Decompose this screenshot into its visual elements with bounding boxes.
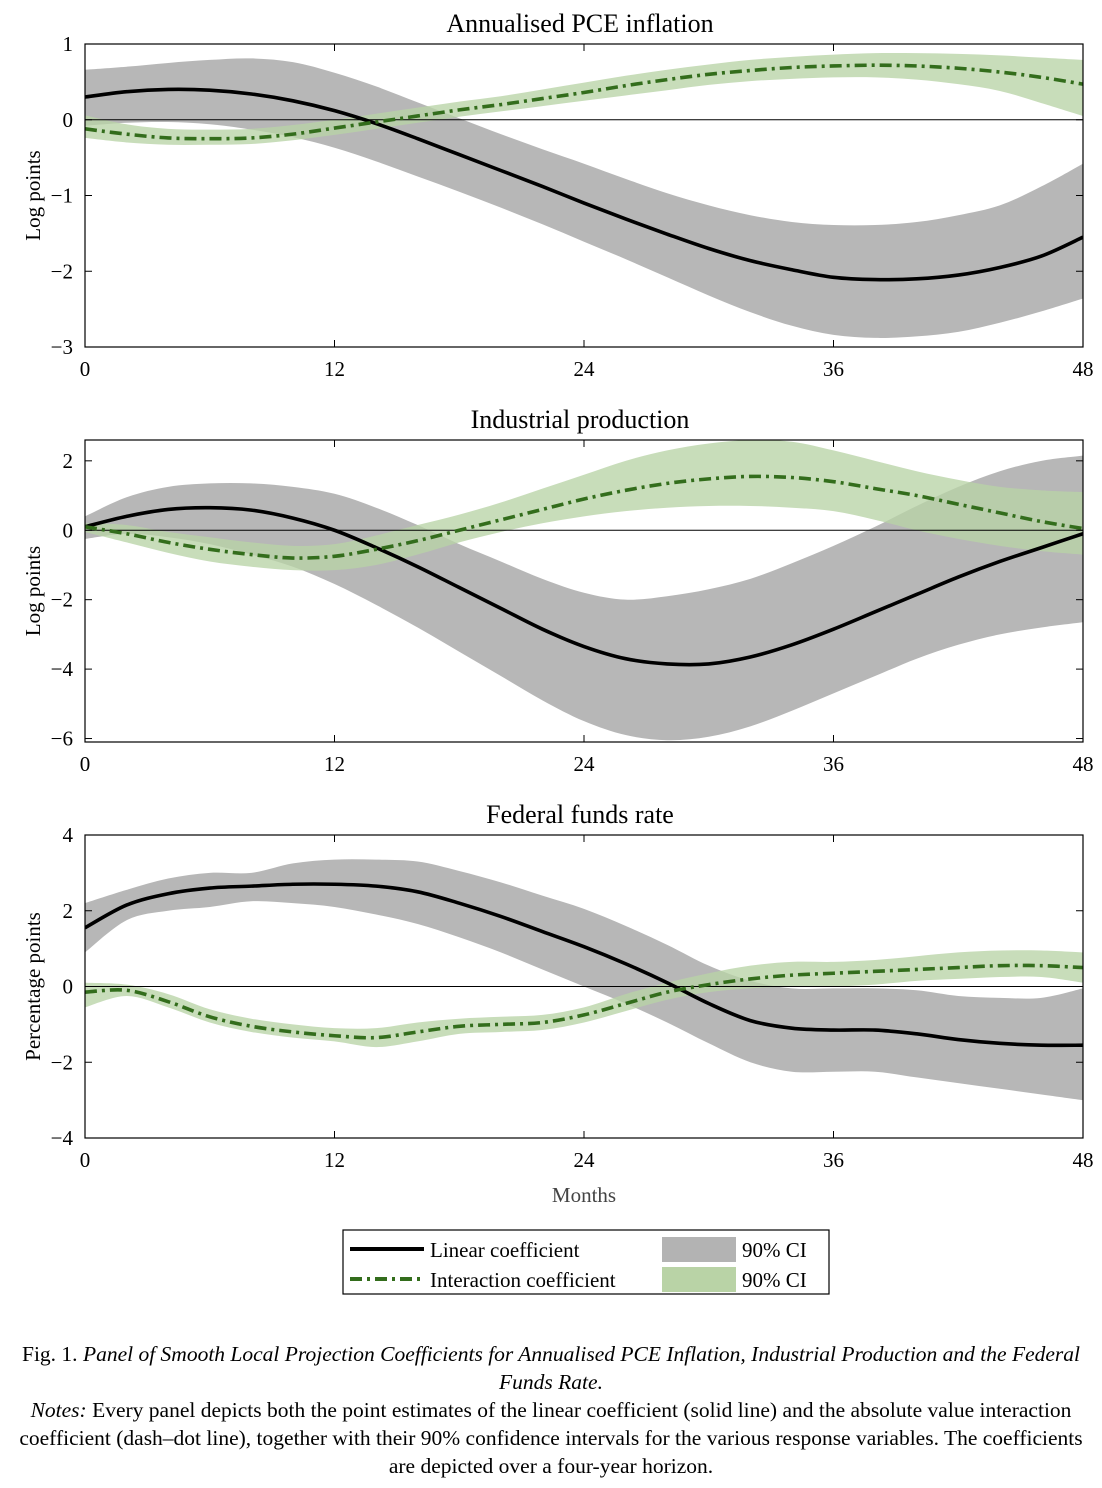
- linear-coefficient-line: [85, 882, 1083, 1048]
- legend-linear-ci-swatch: [662, 1237, 736, 1262]
- y-tick-label: 2: [63, 899, 74, 923]
- y-tick-label: 0: [63, 108, 74, 132]
- x-tick-label: 12: [324, 1148, 345, 1172]
- y-tick-label: −1: [51, 184, 73, 208]
- interaction-ci-band: [85, 440, 1083, 571]
- caption-notes-label: Notes:: [30, 1398, 87, 1422]
- y-axis-label: Log points: [21, 150, 45, 240]
- caption-title: Panel of Smooth Local Projection Coeffic…: [82, 1342, 1080, 1394]
- linear-ci-band: [85, 455, 1083, 741]
- legend-interaction-ci-label: 90% CI: [742, 1268, 807, 1292]
- x-tick-label: 36: [823, 752, 844, 776]
- legend-interaction-label: Interaction coefficient: [430, 1268, 616, 1292]
- panel-title: Federal funds rate: [486, 800, 674, 829]
- panel-title: Annualised PCE inflation: [446, 9, 713, 38]
- y-tick-label: −2: [51, 259, 73, 283]
- y-tick-label: −3: [51, 335, 73, 359]
- x-tick-label: 0: [80, 752, 91, 776]
- y-tick-label: 0: [63, 518, 74, 542]
- caption-title-block: Fig. 1. Panel of Smooth Local Projection…: [14, 1340, 1088, 1396]
- legend-interaction-ci-swatch: [662, 1267, 736, 1292]
- y-tick-label: −6: [51, 727, 73, 751]
- x-tick-label: 12: [324, 357, 345, 381]
- x-tick-label: 24: [574, 752, 596, 776]
- y-axis-label: Log points: [21, 546, 45, 636]
- x-tick-label: 36: [823, 1148, 844, 1172]
- legend: Linear coefficient 90% CI Interaction co…: [342, 1229, 830, 1295]
- y-tick-label: −2: [51, 1050, 73, 1074]
- legend-linear-ci-label: 90% CI: [742, 1238, 807, 1262]
- y-tick-label: 1: [63, 32, 74, 56]
- x-tick-label: 0: [80, 1148, 91, 1172]
- legend-linear-label: Linear coefficient: [430, 1238, 580, 1262]
- y-tick-label: 4: [63, 823, 74, 847]
- y-axis-label: Percentage points: [21, 912, 45, 1061]
- chart-panel-2: 0 12 24 36 48 −6 −4 −2 0 2 Industrial production Lo…: [21, 405, 1094, 776]
- x-tick-label: 48: [1073, 752, 1094, 776]
- x-axis-label: Months: [552, 1183, 616, 1207]
- interaction-coefficient-line: [85, 63, 1083, 141]
- x-tick-label: 12: [324, 752, 345, 776]
- y-tick-label: 0: [63, 975, 74, 999]
- plot-area: [85, 440, 1083, 741]
- interaction-coefficient-line: [85, 474, 1083, 560]
- x-tick-label: 24: [574, 357, 596, 381]
- interaction-coefficient-line: [85, 963, 1083, 1040]
- interaction-ci-band: [85, 52, 1083, 145]
- linear-ci-band: [85, 859, 1083, 1101]
- x-tick-label: 36: [823, 357, 844, 381]
- x-tick-label: 24: [574, 1148, 596, 1172]
- caption-notes-block: Notes: Every panel depicts both the poin…: [14, 1396, 1088, 1480]
- plot-area: [85, 52, 1083, 338]
- plot-area: [85, 859, 1083, 1101]
- x-tick-label: 48: [1073, 1148, 1094, 1172]
- legend-box: [342, 1229, 830, 1295]
- y-tick-label: −4: [51, 657, 74, 681]
- x-tick-label: 0: [80, 357, 91, 381]
- figure-caption: Fig. 1. Panel of Smooth Local Projection…: [14, 1340, 1088, 1480]
- linear-coefficient-line: [85, 87, 1083, 282]
- chart-panel-1: 0 12 24 36 48 −3 −2 −1 0 1 Annualised PCE inflatio…: [21, 9, 1094, 381]
- y-tick-label: 2: [63, 449, 74, 473]
- y-tick-label: −2: [51, 588, 73, 612]
- linear-coefficient-line: [85, 505, 1083, 667]
- caption-notes-text: Every panel depicts both the point estim…: [19, 1398, 1083, 1478]
- x-tick-label: 48: [1073, 357, 1094, 381]
- y-tick-label: −4: [51, 1126, 74, 1150]
- panel-title: Industrial production: [471, 405, 690, 434]
- caption-prefix: Fig. 1.: [22, 1342, 78, 1366]
